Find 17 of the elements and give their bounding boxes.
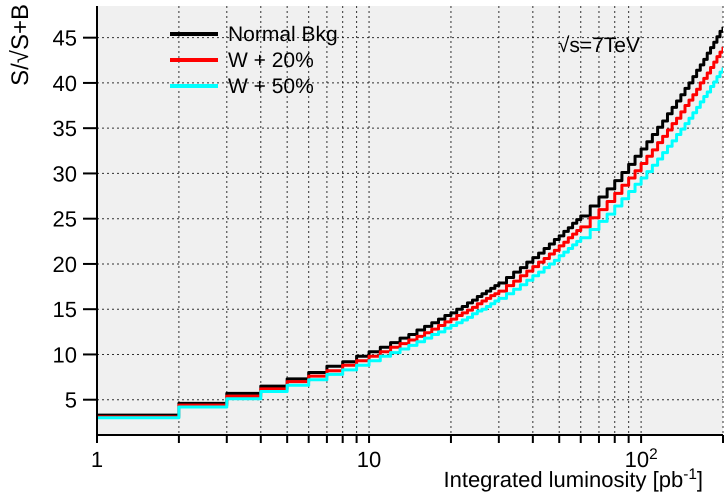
y-tick-label: 40 xyxy=(52,70,77,96)
annotation: √s=7TeV xyxy=(558,34,640,57)
y-tick-label: 45 xyxy=(52,26,77,51)
y-axis-title: S/√S+B xyxy=(7,4,34,86)
y-tick-label: 15 xyxy=(52,297,77,322)
y-tick-label: 5 xyxy=(64,388,77,413)
x-tick-label: 10$^{2}$ xyxy=(624,446,658,472)
legend-label: W + 50% xyxy=(228,75,314,98)
y-tick-label: 10 xyxy=(52,342,77,368)
y-tick-label: 30 xyxy=(52,161,77,186)
y-tick-label: 25 xyxy=(52,206,77,232)
legend-label: Normal Bkg xyxy=(228,23,338,46)
x-tick-label: 10 xyxy=(356,447,382,472)
y-tick-label: 20 xyxy=(52,252,77,277)
y-tick-label: 35 xyxy=(52,116,77,142)
legend-label: W + 20% xyxy=(228,49,314,72)
x-tick-label: 1 xyxy=(90,447,104,472)
